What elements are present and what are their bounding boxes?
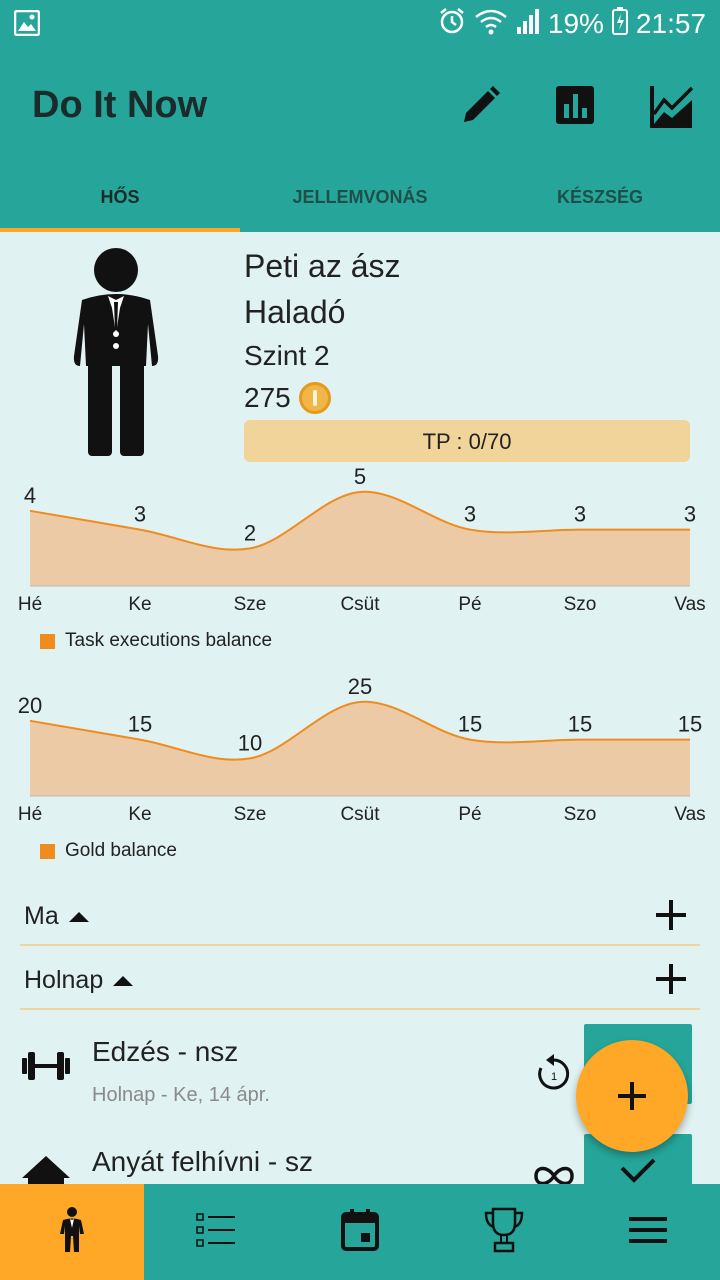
bar-chart-icon[interactable] xyxy=(552,82,600,130)
x-tick-label: Csüt xyxy=(340,594,380,615)
data-label: 20 xyxy=(18,693,42,718)
line-chart-icon[interactable] xyxy=(648,82,696,130)
legend-swatch xyxy=(40,843,55,859)
data-label: 2 xyxy=(244,520,256,545)
task-title: Anyát felhívni - sz xyxy=(92,1146,313,1177)
wifi-icon xyxy=(474,7,508,42)
svg-text:1: 1 xyxy=(551,1071,557,1083)
data-label: 10 xyxy=(238,730,262,755)
bottom-navigation xyxy=(0,1184,720,1280)
trophy-icon xyxy=(483,1207,525,1258)
x-tick-label: Sze xyxy=(234,594,267,615)
data-label: 25 xyxy=(348,674,372,699)
nav-tasks[interactable] xyxy=(144,1184,288,1280)
tab-traits[interactable]: JELLEMVONÁS xyxy=(292,187,428,207)
battery-icon xyxy=(611,6,628,42)
gold-amount: 275 xyxy=(244,382,291,413)
tab-hero[interactable]: HŐS xyxy=(0,164,240,232)
data-label: 15 xyxy=(128,712,152,737)
tab-bar: HŐS JELLEMVONÁS KÉSZSÉG xyxy=(0,164,720,232)
clock: 21:57 xyxy=(635,8,706,39)
data-label: 15 xyxy=(458,712,482,737)
data-label: 4 xyxy=(24,483,36,508)
chart-series-line xyxy=(29,490,690,551)
x-tick-label: Ke xyxy=(128,804,151,825)
edit-icon[interactable] xyxy=(456,82,504,130)
gold-balance-chart: 20 Hé 15 Ke 10 Sze 25 Csüt 15 Pé 15 Szo 15 Vas xyxy=(18,674,706,825)
x-tick-label: Vas xyxy=(674,594,705,615)
nav-menu[interactable] xyxy=(576,1184,720,1280)
image-icon xyxy=(13,9,41,41)
app-title: Do It Now xyxy=(32,84,208,126)
repeat-once-icon: 1 xyxy=(534,1054,574,1094)
tp-progress-bar: TP : 0/70 xyxy=(244,420,690,462)
data-label: 15 xyxy=(568,712,592,737)
chart-series-line xyxy=(29,700,690,761)
chart-legend: Task executions balance xyxy=(40,630,272,652)
x-tick-label: Szo xyxy=(564,594,597,615)
chart-legend: Gold balance xyxy=(40,840,177,862)
status-bar: 19% 21:57 xyxy=(0,0,720,48)
task-executions-chart: 4 Hé 3 Ke 2 Sze 5 Csüt 3 Pé 3 Szo 3 Vas xyxy=(18,464,706,615)
alarm-icon xyxy=(438,7,466,42)
x-tick-label: Ke xyxy=(128,594,151,615)
collapse-arrow-icon[interactable] xyxy=(68,911,89,922)
data-label: 3 xyxy=(464,502,476,527)
chart-area-fill xyxy=(30,491,690,586)
data-label: 15 xyxy=(678,712,702,737)
x-tick-label: Csüt xyxy=(340,804,380,825)
x-tick-label: Hé xyxy=(18,804,42,825)
nav-achievements[interactable] xyxy=(432,1184,576,1280)
section-label: Ma xyxy=(24,902,59,930)
dumbbell-icon xyxy=(20,1044,72,1088)
add-icon[interactable] xyxy=(654,898,688,932)
hero-avatar xyxy=(64,244,168,460)
legend-label: Gold balance xyxy=(65,840,177,861)
x-tick-label: Pé xyxy=(458,804,481,825)
tab-skills[interactable]: KÉSZSÉG xyxy=(556,187,644,207)
x-tick-label: Vas xyxy=(674,804,705,825)
signal-icon xyxy=(516,7,540,42)
hero-gold: 275 xyxy=(244,382,331,414)
list-icon xyxy=(196,1212,236,1253)
data-label: 5 xyxy=(354,464,366,489)
x-tick-label: Sze xyxy=(234,804,267,825)
add-icon[interactable] xyxy=(654,962,688,996)
section-today[interactable]: Ma xyxy=(20,886,700,946)
legend-label: Task executions balance xyxy=(65,630,273,651)
collapse-arrow-icon[interactable] xyxy=(113,975,134,986)
data-label: 3 xyxy=(574,502,586,527)
x-tick-label: Szo xyxy=(564,804,597,825)
hero-class: Haladó xyxy=(244,294,346,330)
section-label: Holnap xyxy=(24,966,104,994)
task-title: Edzés - nsz xyxy=(92,1036,239,1067)
infinity-icon xyxy=(534,1156,574,1196)
section-tomorrow[interactable]: Holnap xyxy=(20,950,700,1010)
nav-calendar[interactable] xyxy=(288,1184,432,1280)
data-label: 3 xyxy=(134,502,146,527)
app-bar: Do It Now xyxy=(0,48,720,164)
calendar-icon xyxy=(341,1208,379,1256)
hero-name: Peti az ász xyxy=(244,248,401,284)
add-task-fab[interactable] xyxy=(576,1040,688,1152)
task-subtitle: Holnap - Ke, 14 ápr. xyxy=(92,1084,270,1106)
x-tick-label: Pé xyxy=(458,594,481,615)
hero-icon xyxy=(59,1206,85,1259)
legend-swatch xyxy=(40,633,55,649)
nav-hero[interactable] xyxy=(0,1184,144,1280)
coin-icon xyxy=(298,382,331,414)
tp-label: TP : 0/70 xyxy=(422,429,512,454)
battery-percent: 19% xyxy=(547,8,604,39)
data-label: 3 xyxy=(684,502,696,527)
menu-icon xyxy=(629,1215,667,1250)
hero-level: Szint 2 xyxy=(244,340,330,371)
chart-area-fill xyxy=(30,701,690,796)
x-tick-label: Hé xyxy=(18,594,42,615)
